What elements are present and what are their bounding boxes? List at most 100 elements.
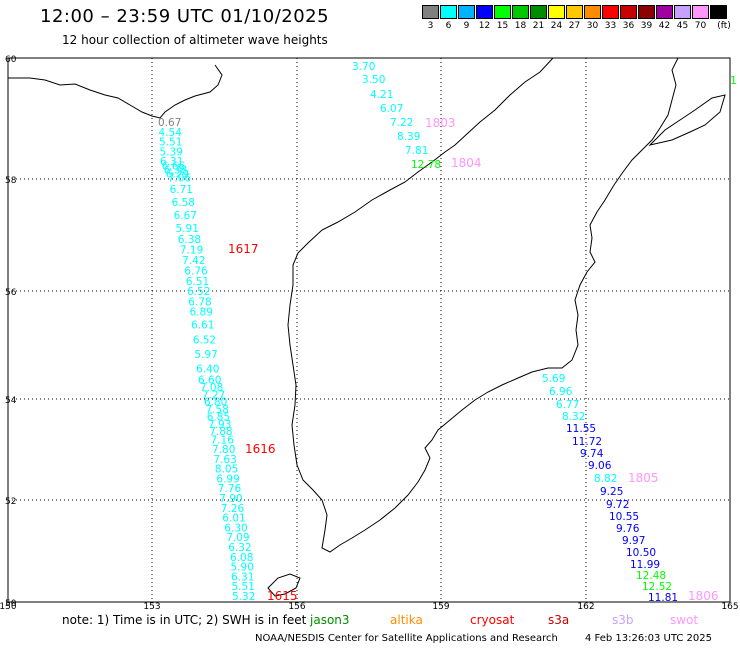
track-north-swh-value: 6.07 bbox=[380, 103, 403, 115]
legend-swatch bbox=[566, 5, 583, 19]
pass-number-labels: 1617 1616 1615 1803 1804 1805 1806 bbox=[228, 116, 719, 603]
pass-number-label: 1617 bbox=[228, 242, 259, 256]
track-east-swh-value: 12.52 bbox=[642, 581, 672, 593]
track-west-swh-value: 6.67 bbox=[174, 210, 197, 222]
northeast-peninsula bbox=[648, 94, 726, 146]
satellite-legend-item: swot bbox=[670, 613, 699, 627]
pass-number-label: 1804 bbox=[451, 156, 482, 170]
track-west-swh-value: 7.06 bbox=[168, 172, 192, 184]
track-west-swh-value: 5.90 bbox=[231, 562, 254, 574]
map-title: 12:00 – 23:59 UTC 01/10/2025 bbox=[40, 6, 330, 27]
pass-number-label: 1616 bbox=[245, 442, 276, 456]
legend-swatch bbox=[422, 5, 439, 19]
legend-swatch bbox=[674, 5, 691, 19]
track-west-swh-value: 6.29 bbox=[166, 168, 189, 180]
legend-tick-label: 15 bbox=[496, 21, 509, 31]
legend-tick-label: 21 bbox=[532, 21, 545, 31]
legend-tick-label: 9 bbox=[463, 21, 470, 31]
track-north: 3.703.50 4.21 6.07 7.22 8.39 7.81 12.78 bbox=[352, 61, 441, 171]
legend-swatch bbox=[692, 5, 709, 19]
track-west-swh-value: 6.40 bbox=[196, 364, 219, 376]
track-west-swh-value: 6.61 bbox=[191, 320, 214, 332]
track-north-swh-value: 7.81 bbox=[405, 145, 428, 157]
track-west-swh-value: 7.09 bbox=[226, 532, 249, 544]
track-east-swh-value: 9.06 bbox=[588, 460, 612, 472]
track-west-swh-value: 6.71 bbox=[170, 184, 193, 196]
legend-tick-label: 36 bbox=[622, 21, 635, 31]
axis-tick-labels: 150 153 156 159 162 165 50 52 54 56 58 60 bbox=[0, 55, 739, 612]
track-east-swh-value: 6.77 bbox=[556, 399, 579, 411]
track-west-swh-value: 4.54 bbox=[159, 127, 183, 139]
track-east-swh-value: 9.97 bbox=[622, 535, 645, 547]
legend-swatch bbox=[602, 5, 619, 19]
latitude-tick-label: 54 bbox=[5, 396, 17, 406]
latitude-tick-label: 60 bbox=[5, 55, 17, 65]
pass-number-label: 1803 bbox=[425, 116, 456, 130]
track-north-swh-value: 7.22 bbox=[390, 117, 413, 129]
track-west-swh-value: 7.19 bbox=[180, 244, 203, 256]
track-east-swh-value: 9.25 bbox=[600, 486, 623, 498]
track-west-swh-value: 7.90 bbox=[219, 493, 242, 505]
satellite-legend-item: altika bbox=[390, 613, 423, 627]
legend-tick-label: 27 bbox=[568, 21, 581, 31]
track-west-swh-value: 7.76 bbox=[218, 483, 242, 495]
track-east-swh-value: 11.55 bbox=[566, 423, 596, 435]
latitude-tick-label: 52 bbox=[5, 497, 16, 507]
legend-swatch bbox=[494, 5, 511, 19]
kamchatka-coastline bbox=[287, 57, 679, 553]
track-east-swh-value: 9.76 bbox=[616, 523, 640, 535]
track-west-swh-value: 6.89 bbox=[190, 307, 213, 319]
track-west-swh-value: 7.08 bbox=[200, 382, 223, 394]
track-east-swh-value: 9.72 bbox=[606, 499, 629, 511]
pass-number-label: 1805 bbox=[628, 471, 659, 485]
track-west-swh-value: 8.05 bbox=[215, 464, 238, 476]
track-west-swh-value: 6.58 bbox=[172, 197, 195, 209]
latitude-tick-label: 50 bbox=[5, 599, 17, 609]
track-west-swh-value: 5.39 bbox=[160, 146, 183, 158]
satellite-legend-item: jason3 bbox=[310, 613, 350, 627]
track-east: 5.696.966.778.3211.5511.729.749.068.829.… bbox=[542, 373, 678, 604]
track-west-swh-value: 6.52 bbox=[193, 334, 216, 346]
track-east-swh-value: 5.69 bbox=[542, 373, 565, 385]
track-east-swh-value: 9.74 bbox=[580, 448, 604, 460]
track-east-swh-value: 11.72 bbox=[572, 436, 602, 448]
legend-swatch bbox=[530, 5, 547, 19]
satellite-legend-item: cryosat bbox=[470, 613, 515, 627]
track-west-swh-value: 6.31 bbox=[231, 571, 254, 583]
track-north-swh-value: 3.70 bbox=[352, 61, 375, 73]
track-west-swh-value: 6.66 bbox=[162, 161, 186, 173]
map-subtitle: 12 hour collection of altimeter wave hei… bbox=[62, 33, 328, 47]
track-east-swh-value: 10.50 bbox=[626, 547, 656, 559]
track-north-swh-value: 3.50 bbox=[362, 74, 385, 86]
track-west-swh-value: 6.31 bbox=[160, 156, 183, 168]
longitude-tick-label: 156 bbox=[288, 602, 305, 612]
track-west-swh-value: 7.88 bbox=[209, 426, 232, 438]
longitude-tick-label: 162 bbox=[577, 602, 594, 612]
track-west-swh-value: 6.52 bbox=[187, 286, 210, 298]
legend-tick-label: 30 bbox=[586, 21, 599, 31]
legend-tick-label: 24 bbox=[550, 21, 563, 31]
lat-lon-grid bbox=[8, 58, 730, 602]
legend-swatch bbox=[656, 5, 673, 19]
pass-number-label: 1615 bbox=[267, 589, 298, 603]
track-west-swh-value: 7.63 bbox=[213, 454, 236, 466]
satellite-legend-item: s3a bbox=[548, 613, 570, 627]
legend-tick-label: 6 bbox=[445, 21, 452, 31]
track-north-swh-value: 4.21 bbox=[370, 89, 393, 101]
legend-swatch bbox=[512, 5, 529, 19]
track-west-swh-value: 6.08 bbox=[230, 552, 253, 564]
track-east-swh-value: 8.32 bbox=[562, 411, 585, 423]
track-west-swh-value: 7.26 bbox=[221, 503, 245, 515]
track-west-swh-value: 5.91 bbox=[176, 223, 199, 235]
legend-tick-label: 12 bbox=[478, 21, 491, 31]
track-west-swh-value: 7.16 bbox=[211, 434, 235, 446]
legend-tick-label: 70 bbox=[694, 21, 707, 31]
legend-tick-label: 18 bbox=[514, 21, 527, 31]
track-west-swh-value: 6.38 bbox=[178, 234, 201, 246]
footer-credit: NOAA/NESDIS Center for Satellite Applica… bbox=[255, 633, 558, 644]
legend-swatch bbox=[440, 5, 457, 19]
legend-swatch bbox=[710, 5, 727, 19]
legend-tick-label: 45 bbox=[676, 21, 689, 31]
track-east-swh-value: 8.82 bbox=[594, 473, 617, 485]
